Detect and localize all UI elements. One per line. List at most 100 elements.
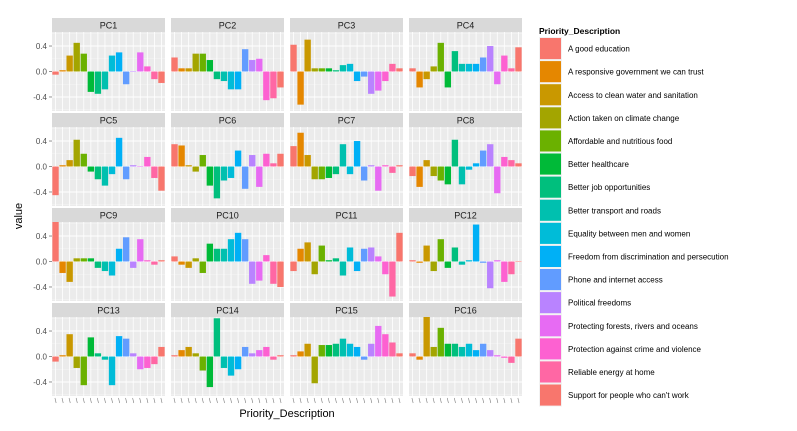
x-tick	[54, 397, 57, 404]
bar	[389, 342, 396, 357]
facet-strip	[409, 303, 522, 317]
bar	[270, 163, 277, 167]
x-tick	[461, 397, 463, 404]
legend-item: Better healthcare	[539, 152, 629, 176]
bar	[501, 356, 508, 358]
facet-strip	[171, 113, 284, 127]
legend-swatch	[540, 222, 561, 244]
bar	[158, 346, 165, 357]
bar	[137, 356, 144, 370]
bar	[66, 334, 73, 357]
facet-strip	[409, 113, 522, 127]
bar	[325, 68, 333, 72]
bar	[479, 343, 487, 357]
bar	[409, 68, 416, 72]
bar	[94, 71, 102, 94]
bar	[458, 346, 466, 357]
legend-label: Better job opportunities	[568, 183, 650, 192]
facet-strip	[52, 113, 165, 127]
bar	[465, 260, 473, 262]
legend-label: Protecting forests, rivers and oceans	[568, 322, 698, 331]
bar	[94, 166, 102, 180]
facet-panel-pc11: PC11	[290, 208, 403, 301]
bar	[80, 258, 87, 262]
x-tick	[432, 397, 435, 404]
bar	[130, 261, 137, 268]
bar	[130, 165, 137, 167]
bar	[339, 144, 347, 167]
bar	[158, 260, 165, 262]
legend-label: Better transport and roads	[568, 206, 661, 215]
bar	[73, 139, 80, 167]
legend-item: Affordable and nutritious food	[539, 129, 672, 153]
legend-swatch	[540, 245, 561, 267]
facet-strip-label: PC15	[335, 306, 358, 316]
bar	[501, 261, 508, 282]
bar	[389, 261, 396, 297]
bar	[360, 166, 368, 181]
bar	[508, 356, 515, 363]
y-tick-label: 0.4	[36, 137, 48, 146]
bar	[241, 49, 249, 72]
bar	[256, 166, 263, 187]
bar	[192, 258, 199, 262]
bar	[192, 166, 199, 172]
x-tick	[363, 397, 366, 404]
bar	[52, 71, 59, 75]
bar	[360, 71, 368, 77]
bar	[115, 137, 123, 167]
y-axis-title: value	[13, 203, 25, 229]
legend-swatch	[540, 38, 561, 60]
x-tick	[125, 397, 128, 404]
bar	[80, 356, 87, 386]
x-tick	[132, 397, 135, 404]
bar	[487, 46, 494, 72]
bar	[389, 63, 396, 72]
legend-item: Access to clean water and sanitation	[539, 83, 698, 107]
bar	[108, 261, 116, 276]
bar	[73, 258, 80, 262]
bar	[479, 150, 487, 167]
bar	[339, 261, 347, 276]
bar	[199, 53, 206, 72]
bar	[192, 53, 199, 72]
x-tick	[208, 397, 211, 404]
legend-swatch	[540, 107, 561, 129]
facet-strip	[290, 18, 403, 32]
bar	[353, 346, 361, 357]
bar	[501, 156, 508, 167]
legend-label: A responsive government we can trust	[568, 68, 704, 77]
y-tick-label: 0.0	[36, 353, 48, 362]
facet-strip-label: PC3	[338, 21, 356, 31]
facet-strip-label: PC13	[97, 306, 120, 316]
facet-strip-label: PC5	[100, 116, 118, 126]
x-tick	[139, 397, 142, 404]
bar	[444, 166, 452, 185]
bar	[368, 165, 375, 167]
bar	[515, 261, 522, 262]
x-tick	[111, 397, 113, 404]
bar	[290, 146, 297, 167]
bar	[94, 353, 102, 357]
legend-label: Political freedoms	[568, 299, 631, 308]
bar	[263, 346, 270, 357]
facet-panels: PC1 -0.4 0.0 0.4 PC2 PC3 PC4 PC5 -0.4 0.0 0.4 PC6 PC…	[33, 18, 522, 404]
bar	[220, 166, 228, 181]
bar	[87, 166, 95, 172]
bar	[375, 256, 382, 262]
legend-label: Support for people who can't work	[568, 391, 690, 400]
bar	[108, 356, 116, 386]
bar	[332, 70, 340, 72]
legend-swatch	[540, 153, 561, 175]
bar	[409, 166, 416, 177]
bar	[73, 356, 80, 368]
x-tick	[306, 397, 309, 404]
bar	[80, 153, 87, 167]
facet-panel-pc3: PC3	[290, 18, 403, 111]
bar	[130, 71, 137, 72]
bar	[389, 166, 396, 173]
bar	[409, 353, 416, 357]
bar	[256, 350, 263, 357]
bar	[52, 166, 59, 196]
